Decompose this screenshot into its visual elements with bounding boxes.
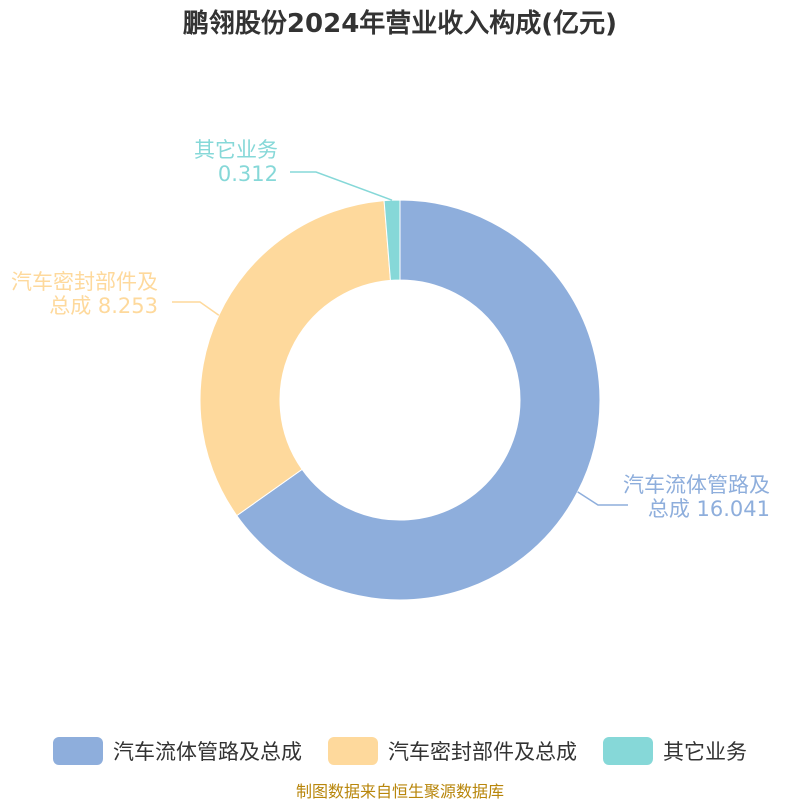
legend-swatch-other-business xyxy=(603,737,653,765)
legend-label-fluid-pipeline: 汽车流体管路及总成 xyxy=(113,740,302,764)
chart-legend: 汽车流体管路及总成 汽车密封部件及总成 其它业务 xyxy=(0,736,800,766)
slice-label-line-fluid-pipeline-2: 总成 16.041 xyxy=(648,497,770,521)
slice-label-sealing-parts: 汽车密封部件及总成 8.253 xyxy=(11,270,158,318)
legend-item-other-business[interactable]: 其它业务 xyxy=(603,736,747,766)
legend-label-other-business: 其它业务 xyxy=(663,740,747,764)
data-source-note: 制图数据来自恒生聚源数据库 xyxy=(295,782,504,801)
slice-fluid-pipeline[interactable] xyxy=(236,199,601,601)
legend-label-sealing-parts: 汽车密封部件及总成 xyxy=(388,740,577,764)
slice-other-business[interactable] xyxy=(383,199,401,281)
slice-label-line-sealing-parts-2: 总成 8.253 xyxy=(49,294,158,318)
slice-label-fluid-pipeline: 汽车流体管路及总成 16.041 xyxy=(623,473,770,521)
slice-label-line-other-business-1: 其它业务 xyxy=(194,138,278,162)
legend-swatch-sealing-parts xyxy=(328,737,378,765)
leader-line-sealing-parts xyxy=(172,301,220,316)
leader-line-other-business xyxy=(290,171,393,201)
legend-swatch-fluid-pipeline xyxy=(53,737,103,765)
slice-label-line-other-business-2: 0.312 xyxy=(218,162,278,186)
chart-title: 鹏翎股份2024年营业收入构成(亿元) xyxy=(182,9,618,39)
slice-label-line-fluid-pipeline-1: 汽车流体管路及 xyxy=(623,473,770,497)
slice-sealing-parts[interactable] xyxy=(199,200,391,517)
legend-item-sealing-parts[interactable]: 汽车密封部件及总成 xyxy=(328,736,577,766)
leader-line-fluid-pipeline xyxy=(577,491,628,506)
legend-item-fluid-pipeline[interactable]: 汽车流体管路及总成 xyxy=(53,736,302,766)
slice-label-line-sealing-parts-1: 汽车密封部件及 xyxy=(11,270,158,294)
slice-label-other-business: 其它业务 0.312 xyxy=(194,138,278,186)
